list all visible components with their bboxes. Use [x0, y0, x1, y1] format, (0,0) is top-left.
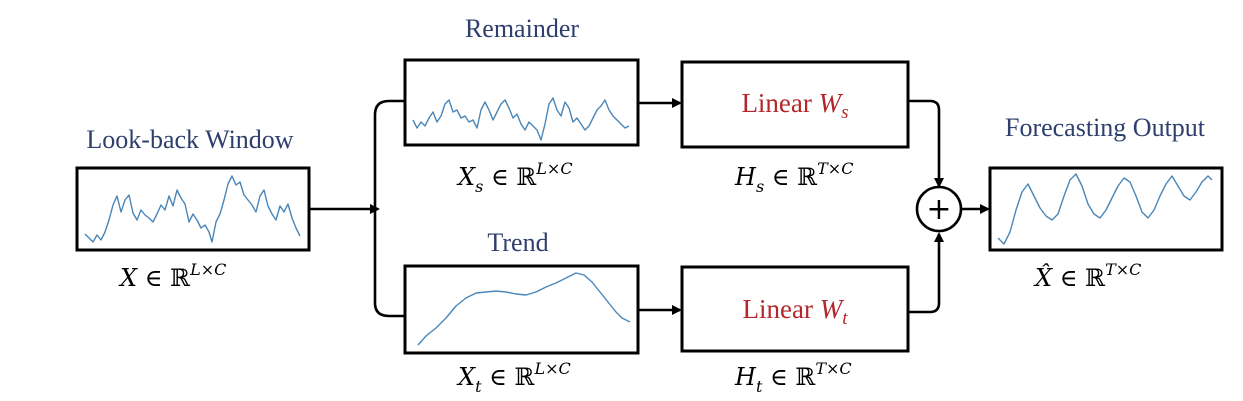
hs-math-label: Hs ∈ ℝT×C: [734, 159, 853, 196]
remainder-label: Remainder: [465, 14, 579, 43]
trend-series: [417, 272, 631, 346]
trend-box: [403, 264, 640, 355]
linear-wt-label: Linear Wt: [743, 294, 849, 329]
sum-operator-circle: [915, 185, 963, 233]
input-math-label: X ∈ ℝL×C: [118, 260, 226, 292]
lookback-window-label: Look-back Window: [86, 125, 293, 154]
trend-label: Trend: [487, 228, 548, 257]
remainder-series: [412, 97, 630, 141]
forecasting-output-label: Forecasting Output: [1005, 113, 1206, 142]
forecast-series: [997, 173, 1213, 245]
linear-wt-to-sum-arrow: [908, 232, 944, 314]
linear-ws-label: Linear Ws: [741, 88, 848, 123]
linear-ws-box: [680, 60, 910, 149]
linear-ws-to-sum-arrow: [908, 99, 944, 188]
trend-math-label: Xt ∈ ℝL×C: [456, 359, 571, 396]
split-top-branch: [373, 99, 404, 209]
output-math-label: X̂ ∈ ℝT×C: [1033, 260, 1141, 292]
remainder-box: [403, 58, 640, 147]
lookback-series: [84, 175, 301, 243]
split-bottom-branch: [373, 209, 404, 318]
linear-wt-box: [680, 265, 910, 353]
ht-math-label: Ht ∈ ℝT×C: [734, 359, 852, 396]
lookback-window-box: [75, 166, 311, 252]
remainder-math-label: Xs ∈ ℝL×C: [456, 159, 573, 196]
plus-icon: +: [926, 192, 951, 227]
